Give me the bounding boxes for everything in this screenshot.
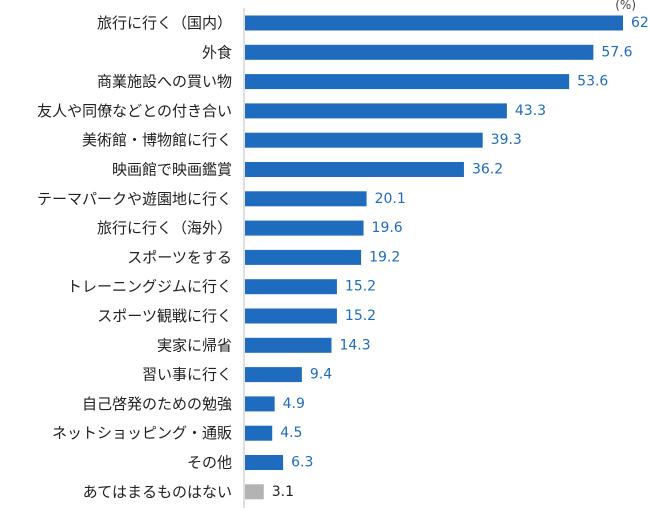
value-label: 57.6 [601,44,632,60]
bar-row: トレーニングジムに行く 15.2 [67,278,376,296]
bar [245,132,483,148]
bar-row: 商業施設への買い物 53.6 [97,73,608,91]
value-label: 9.4 [310,367,332,383]
category-label: 映画館で映画鑑賞 [112,161,232,179]
bar-row: 美術館・博物館に行く 39.3 [82,131,522,149]
category-label: 美術館・博物館に行く [82,131,232,149]
value-label: 43.3 [515,103,546,119]
bar [245,308,337,324]
bar-row: 旅行に行く（海外） 19.6 [97,219,403,237]
category-label: スポーツをする [127,248,232,266]
category-label: その他 [187,454,232,472]
category-label: 実家に帰省 [157,336,232,354]
bar [245,425,273,441]
value-label: 20.1 [375,191,406,207]
unit-label: (%) [615,0,636,12]
category-label: 外食 [202,43,232,61]
bar-row: ネットショッピング・通販 4.5 [52,424,302,442]
bar [245,191,367,207]
bar [245,162,464,177]
value-label: 3.1 [272,484,294,500]
bar [245,15,623,31]
category-label: あてはまるものはない [83,483,232,501]
bar-row: スポーツをする 19.2 [127,248,400,266]
bar-row: 映画館で映画鑑賞 36.2 [112,161,503,179]
value-label: 19.6 [372,220,403,236]
value-label: 14.3 [339,337,370,353]
bar-row: 外食 57.6 [202,43,633,61]
value-label: 39.3 [491,132,522,148]
bar [245,74,570,90]
category-label: 友人や同僚などとの付き合い [37,102,232,120]
bar [245,103,507,119]
bar-row: あてはまるものはない 3.1 [83,483,294,501]
bar [245,249,362,265]
category-label: 習い事に行く [142,366,232,384]
value-label: 4.5 [280,425,302,441]
category-label: テーマパークや遊園地に行く [37,190,232,208]
bar [245,367,302,383]
category-label: 商業施設への買い物 [97,73,232,91]
value-label: 62.5 [631,15,650,31]
bar [245,484,264,500]
category-label: スポーツ観戦に行く [97,307,232,325]
value-label: 15.2 [345,308,376,324]
value-label: 6.3 [291,455,313,471]
value-label: 19.2 [369,249,400,265]
value-label: 53.6 [577,74,608,90]
category-label: 旅行に行く（国内） [97,14,232,32]
bar [245,44,594,60]
bar-row: 自己啓発のための勉強 4.9 [82,395,305,413]
value-label: 36.2 [472,162,503,178]
bar [245,279,337,295]
value-label: 15.2 [345,279,376,295]
bar-row: 旅行に行く（国内） 62.5 [97,14,650,32]
bar-row: その他 6.3 [187,454,313,472]
category-label: 旅行に行く（海外） [97,219,232,237]
bar [245,455,284,470]
bar [245,337,332,353]
bar-row: テーマパークや遊園地に行く 20.1 [37,190,406,208]
bar-row: スポーツ観戦に行く 15.2 [97,307,376,325]
category-label: ネットショッピング・通販 [52,424,232,442]
category-label: トレーニングジムに行く [67,278,232,296]
bar [245,220,364,236]
bar-row: 実家に帰省 14.3 [157,336,371,354]
bars-layer: 旅行に行く（国内） 62.5 外食 57.6 商業施設への買い物 53.6 友人や同僚などと… [37,14,650,501]
bar-row: 友人や同僚などとの付き合い 43.3 [37,102,546,120]
category-label: 自己啓発のための勉強 [82,395,232,413]
bar-row: 習い事に行く 9.4 [142,366,332,384]
value-label: 4.9 [283,396,305,412]
bar [245,396,275,412]
